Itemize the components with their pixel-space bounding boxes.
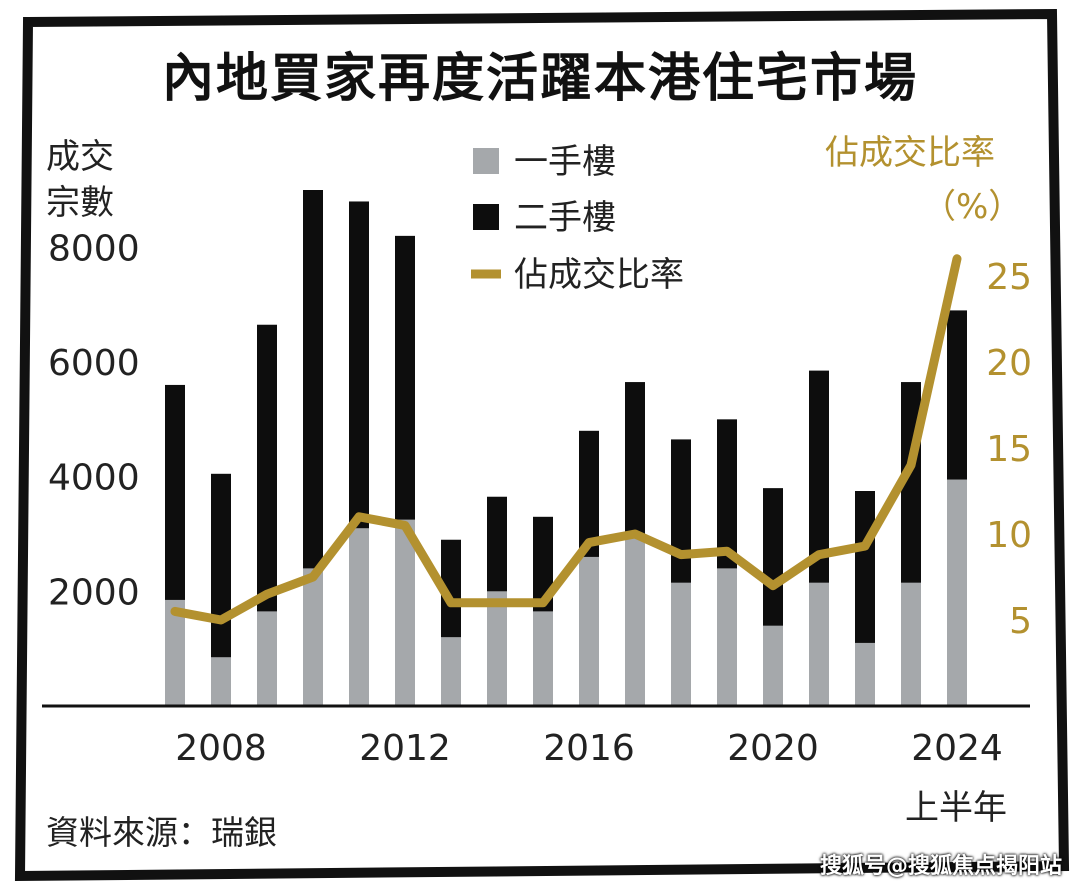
legend-label-first-hand: 一手樓	[514, 142, 616, 182]
frame-border	[14, 8, 1070, 882]
chart-title: 內地買家再度活躍本港住宅市場	[161, 49, 918, 109]
y-tick-4000: 4000	[48, 458, 140, 499]
bar-first-hand-2020	[763, 625, 783, 706]
x-tick-2020: 2020	[727, 728, 819, 769]
bar-second-hand-2022	[855, 491, 875, 643]
bar-second-hand-2013	[441, 539, 461, 638]
x-tick-2016: 2016	[543, 728, 635, 769]
bar-first-hand-2023	[901, 582, 921, 706]
bar-first-hand-2013	[441, 637, 461, 706]
bar-first-hand-2010	[303, 568, 323, 706]
bar-second-hand-2020	[763, 488, 783, 626]
bars-group	[165, 190, 967, 706]
bar-first-hand-2012	[395, 519, 415, 706]
source-note: 資料來源：瑞銀	[46, 813, 277, 852]
bar-first-hand-2021	[809, 582, 829, 706]
x-tick-labels: 2008 2012 2016 2020 2024	[175, 728, 1003, 769]
bar-first-hand-2018	[671, 582, 691, 706]
bar-first-hand-2024	[947, 479, 967, 706]
bar-second-hand-2017	[625, 382, 645, 534]
legend-label-second-hand: 二手樓	[514, 198, 616, 238]
y-tick-labels: 2000 4000 6000 8000	[48, 228, 140, 613]
bar-first-hand-2022	[855, 642, 875, 706]
bar-first-hand-2011	[349, 528, 369, 706]
bar-second-hand-2009	[257, 324, 277, 612]
bar-second-hand-2010	[303, 190, 323, 569]
bar-first-hand-2008	[211, 657, 231, 706]
ratio-line	[170, 254, 962, 625]
bar-first-hand-2007	[165, 599, 185, 706]
bar-first-hand-2019	[717, 568, 737, 706]
y-tick-8000: 8000	[48, 228, 140, 269]
bar-first-hand-2015	[533, 611, 553, 706]
bar-second-hand-2011	[349, 201, 369, 529]
y-tick-2000: 2000	[48, 572, 140, 613]
bar-second-hand-2019	[717, 419, 737, 569]
bar-second-hand-2007	[165, 384, 185, 600]
y2-tick-5: 5	[1009, 601, 1032, 642]
left-axis-label-line2: 宗數	[46, 183, 114, 223]
bar-first-hand-2014	[487, 591, 507, 706]
x-tick-2012: 2012	[359, 728, 451, 769]
x-tick-2024: 2024	[911, 728, 1003, 769]
bar-second-hand-2018	[671, 439, 691, 583]
bar-second-hand-2008	[211, 473, 231, 658]
x-tick-2008: 2008	[175, 728, 267, 769]
bar-first-hand-2016	[579, 556, 599, 706]
legend-swatch-second-hand	[473, 204, 499, 230]
ratio-line-group	[170, 254, 962, 625]
y2-tick-labels: 5 10 15 20 25	[986, 257, 1032, 642]
bar-second-hand-2016	[579, 430, 599, 557]
bar-second-hand-2014	[487, 496, 507, 592]
legend-label-ratio: 佔成交比率	[514, 255, 684, 295]
right-axis-label-line1: 佔成交比率	[825, 133, 995, 173]
bar-second-hand-2015	[533, 516, 553, 612]
legend: 一手樓 二手樓 佔成交比率	[471, 142, 684, 295]
left-axis-label-line1: 成交	[46, 137, 114, 177]
y2-tick-20: 20	[986, 343, 1032, 384]
bar-second-hand-2012	[395, 235, 415, 520]
y2-tick-15: 15	[986, 429, 1032, 470]
bar-second-hand-2021	[809, 370, 829, 583]
legend-swatch-first-hand	[473, 148, 499, 174]
watermark: 搜狐号@搜狐焦点揭阳站	[820, 854, 1063, 879]
y2-tick-25: 25	[986, 257, 1032, 298]
last-period-note: 上半年	[905, 788, 1007, 828]
bar-second-hand-2024	[947, 310, 967, 480]
y2-tick-10: 10	[986, 515, 1032, 556]
bar-first-hand-2009	[257, 611, 277, 706]
y-tick-6000: 6000	[48, 343, 140, 384]
right-axis-label-line2: （%）	[922, 187, 1023, 227]
bar-first-hand-2017	[625, 534, 645, 706]
